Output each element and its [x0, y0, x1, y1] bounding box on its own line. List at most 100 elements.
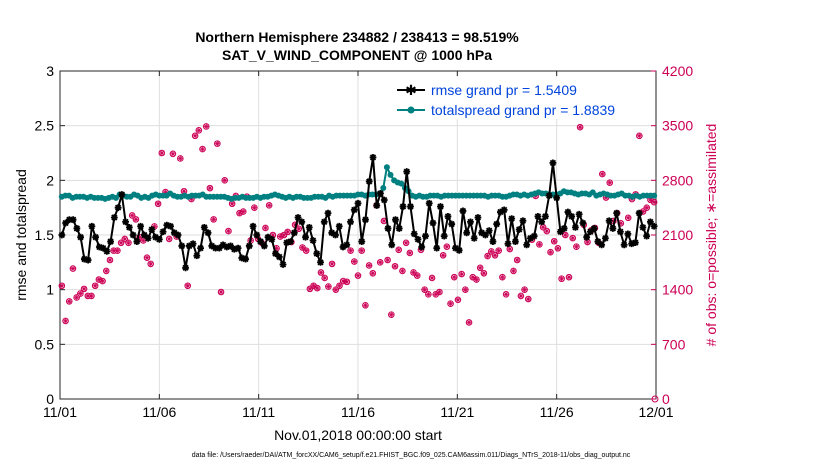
obs-assimilated-point — [218, 289, 224, 295]
obs-possible-point — [395, 246, 403, 254]
rmse-point — [523, 241, 531, 249]
obs-assimilated-point — [322, 275, 328, 281]
obs-assimilated-point — [229, 201, 235, 207]
obs-possible-point — [125, 239, 132, 247]
rmse-point — [294, 214, 302, 221]
obs-assimilated-point — [307, 286, 313, 292]
rmse-point — [455, 246, 463, 254]
obs-possible-point — [517, 292, 525, 300]
rmse-point — [272, 250, 279, 257]
rmse-point — [249, 222, 257, 230]
rmse-point — [545, 192, 553, 200]
obs-assimilated-point — [181, 188, 187, 194]
obs-possible-point — [450, 273, 458, 281]
obs-possible-point — [388, 311, 395, 318]
obs-possible-point — [217, 288, 225, 296]
obs-assimilated-point — [100, 278, 106, 284]
obs-assimilated-point — [422, 287, 428, 293]
rmse-point — [583, 233, 591, 241]
rmse-point — [219, 241, 227, 249]
obs-assimilated-point — [314, 285, 320, 291]
obs-possible-point — [558, 275, 565, 283]
obs-possible-point — [484, 252, 491, 260]
totalspread-point — [651, 192, 658, 199]
obs-assimilated-point — [133, 216, 139, 222]
rmse-point — [549, 159, 557, 167]
x-tick-label: 11/26 — [540, 404, 574, 420]
obs-possible-point — [443, 243, 451, 251]
obs-assimilated-point — [177, 155, 183, 161]
obs-possible-point — [491, 252, 499, 259]
rmse-point — [152, 233, 159, 241]
obs-assimilated-point — [81, 286, 87, 292]
obs-possible-point — [436, 288, 443, 296]
obs-possible-point — [88, 292, 95, 300]
obs-assimilated-point — [473, 277, 479, 283]
rmse-point — [313, 250, 321, 257]
obs-assimilated-point — [225, 228, 231, 234]
rmse-point — [324, 209, 332, 217]
obs-assimilated-point — [559, 276, 565, 282]
rmse-point — [77, 233, 85, 241]
rmse-point — [99, 244, 107, 252]
obs-possible-point — [458, 270, 465, 278]
rmse-point — [95, 243, 103, 251]
obs-possible-point — [606, 179, 614, 186]
rmse-point — [354, 199, 362, 207]
obs-assimilated-point — [240, 209, 246, 215]
rmse-point — [564, 208, 572, 216]
rmse-point — [137, 222, 144, 230]
obs-assimilated-point — [170, 151, 176, 157]
rmse-point — [452, 244, 459, 252]
obs-assimilated-point — [262, 225, 268, 231]
rmse-point — [212, 244, 219, 252]
rmse-point — [403, 168, 411, 175]
obs-assimilated-point — [359, 248, 365, 254]
obs-assimilated-point — [459, 271, 465, 277]
rmse-point — [129, 231, 137, 239]
obs-assimilated-point — [503, 291, 509, 297]
obs-possible-point — [69, 265, 77, 272]
rmse-point — [309, 237, 317, 244]
obs-assimilated-point — [566, 274, 572, 280]
obs-possible-point — [465, 319, 473, 326]
rmse-point — [103, 248, 111, 255]
rmse-point — [448, 220, 456, 228]
rmse-point — [114, 204, 122, 212]
obs-assimilated-point — [651, 199, 657, 205]
obs-assimilated-point — [362, 302, 368, 308]
rmse-point — [347, 218, 354, 226]
rmse-point — [245, 242, 253, 250]
y-axis-left-ticks: 0 0.5 1 1.5 2 2.5 3 — [35, 63, 65, 407]
obs-possible-point — [184, 282, 192, 290]
rmse-point — [392, 216, 399, 224]
obs-count-series — [58, 97, 659, 403]
obs-assimilated-point — [292, 222, 298, 228]
x-tick-label: 11/11 — [242, 404, 275, 420]
obs-assimilated-point — [266, 202, 272, 208]
obs-assimilated-point — [340, 278, 346, 284]
x-tick-label: 11/01 — [43, 404, 77, 420]
totalspread-point — [387, 171, 394, 178]
obs-possible-point — [524, 295, 532, 303]
obs-possible-point — [321, 274, 328, 282]
rmse-point — [264, 233, 272, 241]
obs-assimilated-point — [185, 283, 191, 289]
rmse-point — [463, 229, 471, 237]
obs-assimilated-point — [277, 234, 283, 240]
rmse-point — [365, 178, 373, 185]
obs-assimilated-point — [396, 247, 402, 253]
obs-possible-point — [262, 224, 269, 232]
obs-assimilated-point — [333, 287, 339, 293]
rmse-point — [279, 261, 287, 268]
obs-possible-point — [399, 267, 406, 275]
legend-spread-marker — [407, 106, 415, 114]
obs-assimilated-point — [499, 274, 505, 280]
rmse-point — [470, 234, 478, 242]
obs-assimilated-point — [203, 123, 209, 129]
rmse-point — [350, 206, 358, 214]
obs-possible-point — [73, 294, 80, 301]
rmse-point — [639, 223, 647, 231]
totalspread-point — [398, 180, 405, 187]
